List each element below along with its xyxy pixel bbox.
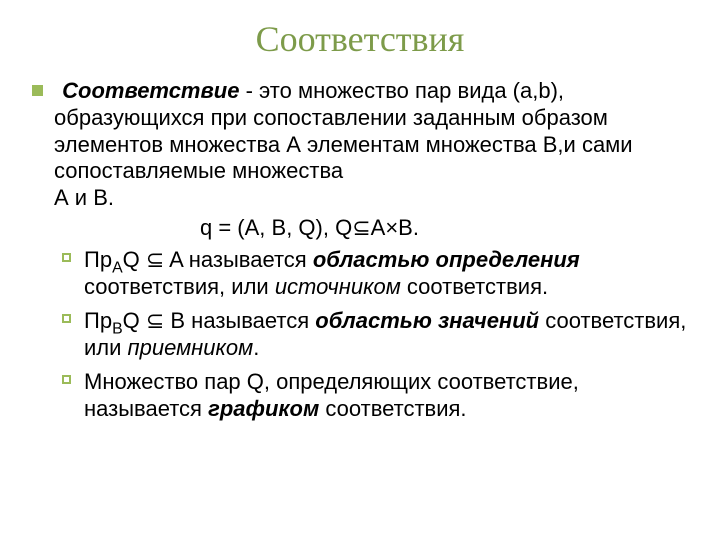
definition-item: Соответствие - это множество пар вида (a… xyxy=(54,78,690,185)
sub-item-1: ПрAQ ⊆ A называется областью определения… xyxy=(84,246,690,301)
proj-mid: Q ⊆ A называется xyxy=(123,247,313,272)
slide: Соответствия Соответствие - это множеств… xyxy=(0,0,720,540)
graph-after: соответствия. xyxy=(319,396,466,421)
term-graph: графиком xyxy=(208,396,319,421)
sub-item-3: Множество пар Q, определяющих соответств… xyxy=(84,368,690,423)
sub-list: ПрAQ ⊆ A называется областью определения… xyxy=(30,246,690,423)
proj-prefix: Пр xyxy=(84,308,112,333)
formula-line: q = (A, B, Q), Q⊆A×B. xyxy=(30,214,690,242)
term-domain: областью определения xyxy=(313,247,580,272)
after2: соответствия. xyxy=(401,274,548,299)
term-sink: приемником xyxy=(128,335,254,360)
after1: соответствия, или xyxy=(84,274,275,299)
term-range: областью значений xyxy=(315,308,539,333)
sub-item-2: ПрBQ ⊆ B называется областью значений со… xyxy=(84,307,690,362)
term-source: источником xyxy=(275,274,401,299)
definition-continuation: А и В. xyxy=(54,185,690,212)
proj-mid: Q ⊆ B называется xyxy=(123,308,316,333)
definition-term: Соответствие xyxy=(62,78,239,103)
slide-title: Соответствия xyxy=(30,18,690,60)
main-list: Соответствие - это множество пар вида (a… xyxy=(30,78,690,185)
proj-prefix: Пр xyxy=(84,247,112,272)
after2: . xyxy=(253,335,259,360)
